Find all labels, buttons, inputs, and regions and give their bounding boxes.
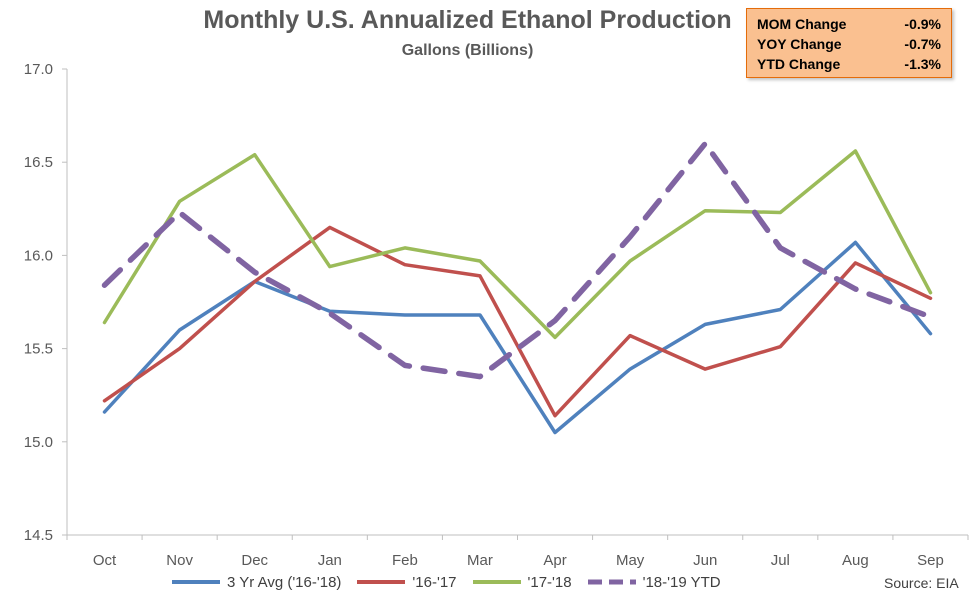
y-tick-label: 15.5 bbox=[24, 341, 53, 358]
series-line-0 bbox=[102, 240, 933, 435]
x-tick-label: May bbox=[616, 552, 645, 569]
x-tick-label: Jul bbox=[771, 552, 790, 569]
x-tick-label: Mar bbox=[467, 552, 493, 569]
x-tick-label: Feb bbox=[392, 552, 418, 569]
stat-row-yoy: YOY Change -0.7% bbox=[757, 34, 941, 54]
y-tick-label: 14.5 bbox=[24, 527, 53, 544]
legend: 3 Yr Avg ('16-'18) '16-'17 '17-'18 '18-'… bbox=[170, 572, 735, 592]
legend-item-16-17: '16-'17 bbox=[355, 573, 457, 591]
series-line-1 bbox=[102, 225, 933, 418]
y-tick-label: 16.0 bbox=[24, 247, 53, 264]
stat-label: YTD Change bbox=[757, 56, 841, 72]
x-tick-label: Nov bbox=[166, 552, 193, 569]
legend-item-17-18: '17-'18 bbox=[471, 574, 572, 591]
x-tick-label: Sep bbox=[917, 552, 944, 569]
x-tick-label: Oct bbox=[93, 552, 117, 569]
x-tick-label: Aug bbox=[842, 552, 869, 569]
legend-item-18-19-ytd: '18-'19 YTD bbox=[586, 574, 721, 591]
stat-row-ytd: YTD Change -1.3% bbox=[757, 54, 941, 74]
legend-item-3yr-avg: 3 Yr Avg ('16-'18) bbox=[170, 574, 341, 591]
y-tick-label: 17.0 bbox=[24, 61, 53, 78]
series-line-3 bbox=[101, 140, 934, 380]
series-line-2 bbox=[102, 149, 933, 340]
stat-value: -0.7% bbox=[904, 36, 941, 52]
stat-label: MOM Change bbox=[757, 16, 847, 32]
chart-title: Monthly U.S. Annualized Ethanol Producti… bbox=[203, 6, 732, 34]
legend-label: 3 Yr Avg ('16-'18) bbox=[227, 573, 342, 591]
stat-row-mom: MOM Change -0.9% bbox=[757, 14, 941, 34]
x-tick-label: Jun bbox=[693, 552, 717, 569]
chart-subtitle: Gallons (Billions) bbox=[401, 42, 534, 59]
legend-swatch bbox=[172, 580, 220, 584]
legend-swatch bbox=[587, 579, 636, 585]
legend-label: '16-'17 bbox=[412, 573, 457, 591]
x-tick-label: Apr bbox=[543, 552, 566, 569]
x-tick-label: Jan bbox=[318, 552, 342, 569]
y-tick-label: 16.5 bbox=[24, 154, 53, 171]
stat-label: YOY Change bbox=[757, 36, 842, 52]
stats-box: MOM Change -0.9% YOY Change -0.7% YTD Ch… bbox=[746, 8, 952, 78]
legend-label: '18-'19 YTD bbox=[642, 573, 721, 591]
x-tick-label: Dec bbox=[241, 552, 268, 569]
y-tick-label: 15.0 bbox=[24, 434, 53, 451]
stat-value: -0.9% bbox=[904, 16, 941, 32]
legend-swatch bbox=[357, 580, 406, 584]
legend-swatch bbox=[472, 580, 521, 584]
stat-value: -1.3% bbox=[904, 56, 941, 72]
legend-label: '17-'18 bbox=[527, 573, 572, 591]
source-note: Source: EIA bbox=[884, 575, 959, 591]
